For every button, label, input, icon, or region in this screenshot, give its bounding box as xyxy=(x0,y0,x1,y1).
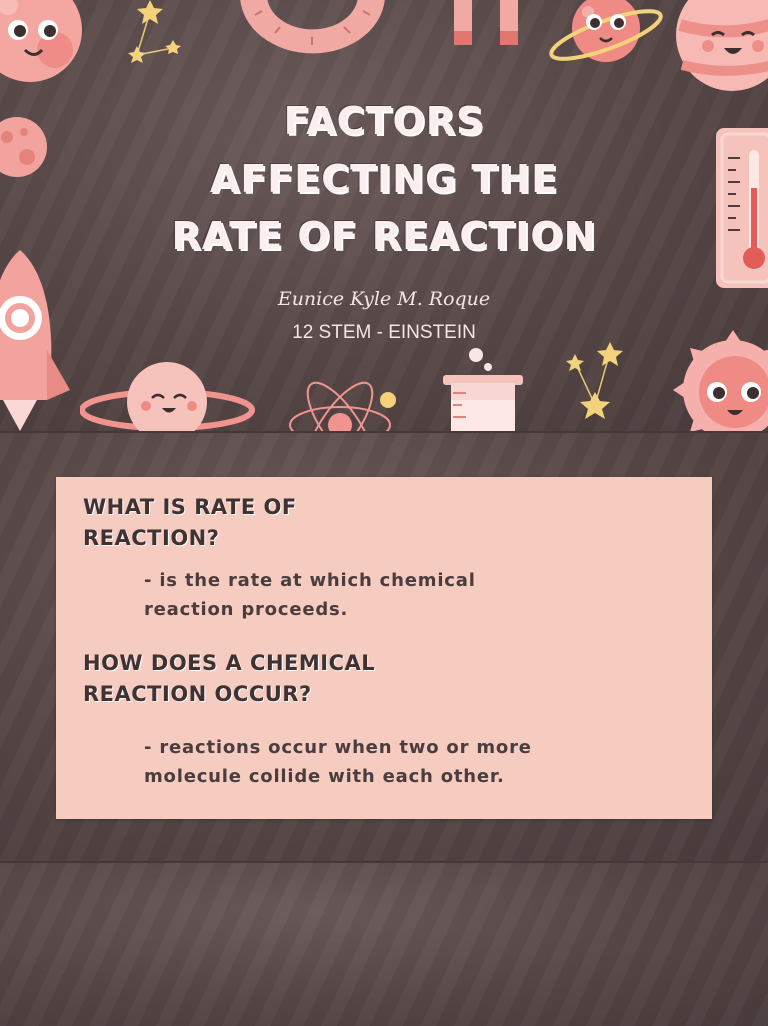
slide-title-line-2: AFFECTING THE xyxy=(209,157,559,201)
question-line: WHAT IS RATE OF xyxy=(83,495,297,519)
blank-slide xyxy=(0,861,768,1026)
slide-title-line-1: FACTORS xyxy=(283,99,485,143)
question-line: REACTION? xyxy=(83,526,220,550)
answer-line: molecule collide with each other. xyxy=(144,766,505,787)
author-name: Eunice Kyle M. Roque xyxy=(277,288,491,310)
beaker-icon xyxy=(443,348,523,431)
question-heading: HOW DOES A CHEMICAL REACTION OCCUR? xyxy=(83,648,375,710)
rocket-icon xyxy=(0,250,70,431)
question-line: REACTION OCCUR? xyxy=(83,682,312,706)
question-line: HOW DOES A CHEMICAL xyxy=(83,651,376,675)
answer-line: - reactions occur when two or more xyxy=(144,737,532,758)
class-section: 12 STEM - EINSTEIN xyxy=(292,322,476,343)
star-icon xyxy=(566,342,623,419)
answer-text: - reactions occur when two or more molec… xyxy=(144,733,532,791)
planet-icon xyxy=(0,117,47,177)
content-card: WHAT IS RATE OF REACTION? - is the rate … xyxy=(56,477,712,819)
answer-text: - is the rate at which chemical reaction… xyxy=(144,566,476,624)
sun-icon xyxy=(673,330,768,431)
protractor-icon xyxy=(240,0,385,54)
magnet-icon xyxy=(454,0,518,45)
planet-icon xyxy=(0,0,82,82)
atom-icon xyxy=(289,381,396,431)
planet-icon xyxy=(676,0,768,91)
answer-line: - is the rate at which chemical xyxy=(144,570,476,591)
content-slide: WHAT IS RATE OF REACTION? - is the rate … xyxy=(0,431,768,863)
answer-line: reaction proceeds. xyxy=(144,599,349,620)
planet-icon xyxy=(80,362,255,431)
title-slide: FACTORS AFFECTING THE RATE OF REACTION E… xyxy=(0,0,768,431)
star-icon xyxy=(128,0,181,63)
slide-title-line-3: RATE OF REACTION xyxy=(171,214,597,258)
question-heading: WHAT IS RATE OF REACTION? xyxy=(83,492,297,554)
planet-icon xyxy=(549,0,663,62)
thermometer-icon xyxy=(716,128,768,288)
